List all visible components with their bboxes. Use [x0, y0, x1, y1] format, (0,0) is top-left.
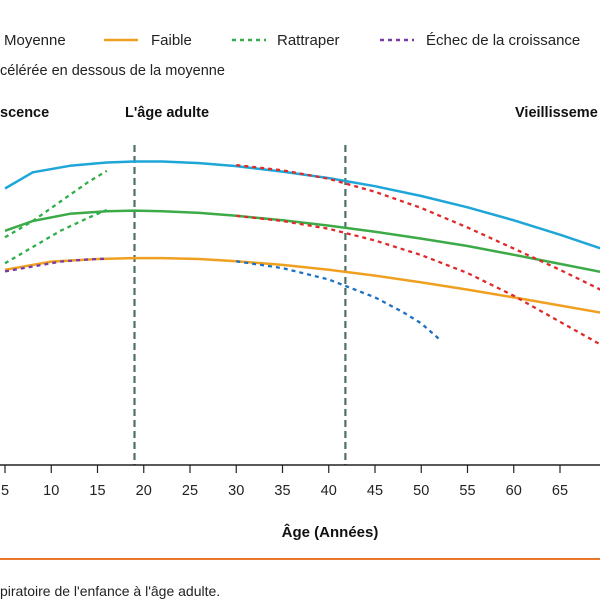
legend-label-faible: Faible [151, 32, 192, 49]
x-axis-label: Âge (Années) [282, 523, 379, 541]
x-tick-label-40: 40 [321, 483, 337, 499]
series-line-2 [4, 256, 600, 314]
legend-label-rattraper: Rattraper [277, 32, 340, 49]
series-line-5 [236, 260, 441, 341]
x-tick-label-55: 55 [459, 483, 475, 499]
phase-dividers [133, 145, 347, 465]
x-tick-label-50: 50 [413, 483, 429, 499]
series-line-8 [4, 257, 107, 273]
legend-label-moyenne: Moyenne [4, 32, 66, 49]
legend: Moyenne Faible Rattraper Échec de la cro… [4, 32, 580, 49]
series-line-7 [4, 208, 108, 265]
caption: piratoire de l'enfance à l'âge adulte. [0, 583, 220, 599]
x-tick-label-35: 35 [274, 483, 290, 499]
series-layer [4, 160, 600, 346]
phase-label-vieillissement: Vieillisseme [515, 105, 598, 121]
x-tick-label-20: 20 [136, 483, 152, 499]
x-tick-label-65: 65 [552, 483, 568, 499]
chart-subtitle: célérée en dessous de la moyenne [0, 63, 225, 79]
series-line-0 [4, 160, 600, 250]
x-tick-label-15: 15 [89, 483, 105, 499]
legend-label-echec: Échec de la croissance [426, 32, 580, 49]
phase-label-adulte: L'âge adulte [125, 105, 209, 121]
x-tick-label-30: 30 [228, 483, 244, 499]
x-tick-label-5: 5 [1, 483, 9, 499]
phase-label-adolescence: scence [0, 105, 49, 121]
x-tick-label-25: 25 [182, 483, 198, 499]
x-tick-label-10: 10 [43, 483, 59, 499]
x-tick-label-45: 45 [367, 483, 383, 499]
series-line-1 [4, 209, 600, 274]
x-axis-ticks: 5 10 15 20 25 30 35 40 45 50 55 60 65 [1, 465, 568, 499]
series-line-3 [236, 163, 600, 291]
x-tick-label-60: 60 [506, 483, 522, 499]
series-line-6 [4, 169, 108, 239]
